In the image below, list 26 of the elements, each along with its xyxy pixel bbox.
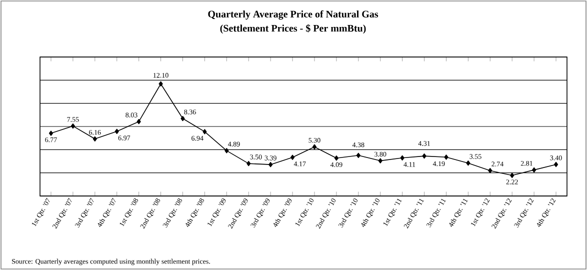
point [312, 144, 317, 150]
point [224, 148, 229, 154]
point [70, 123, 75, 129]
point [444, 154, 448, 160]
point [158, 81, 163, 86]
point [554, 162, 558, 168]
point [466, 160, 470, 166]
point [290, 154, 295, 160]
point [378, 158, 382, 164]
point [400, 155, 404, 160]
point [246, 160, 251, 166]
point [356, 152, 360, 158]
point [488, 168, 492, 174]
point [114, 128, 119, 134]
point [202, 129, 207, 134]
point [422, 153, 426, 159]
chart-subtitle: (Settlement Prices - $ Per mmBtu) [220, 24, 366, 34]
chart-title: Quarterly Average Price of Natural Gas [208, 10, 378, 20]
point [268, 162, 273, 168]
point [48, 130, 54, 136]
point [532, 167, 536, 173]
point [510, 172, 514, 178]
point [180, 116, 185, 122]
point [334, 155, 338, 161]
point [136, 118, 141, 124]
point [92, 136, 97, 142]
